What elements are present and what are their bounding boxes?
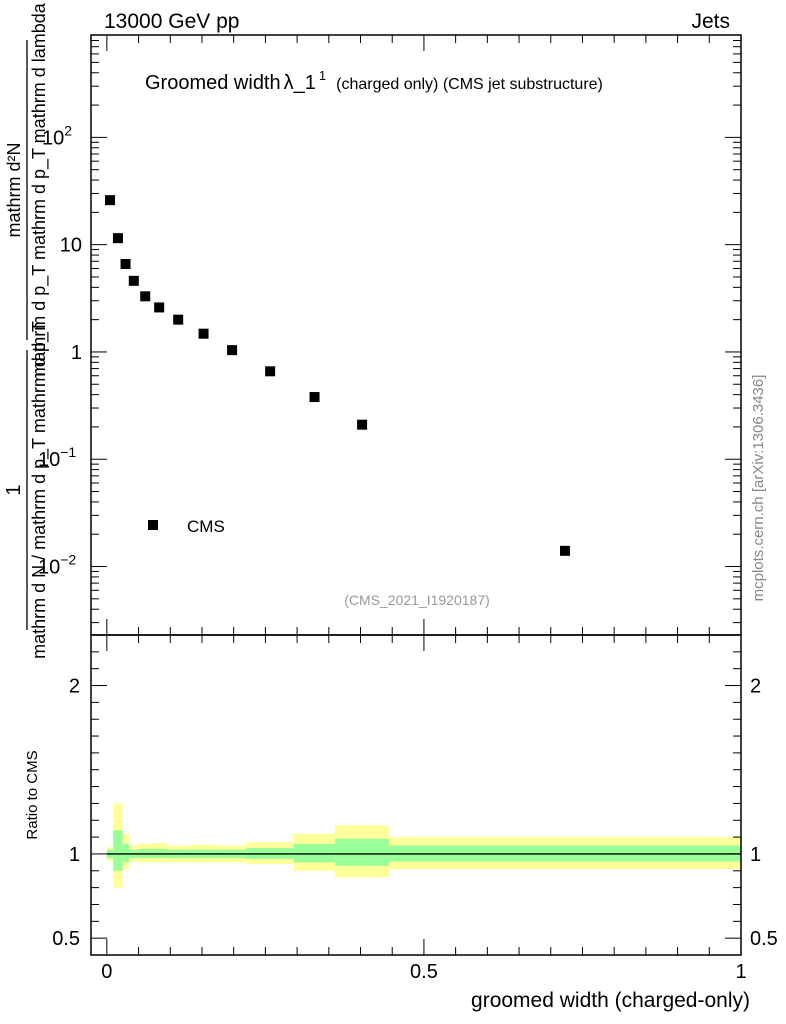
x-tick-label: 0.5 <box>410 961 438 983</box>
ratio-y-axis-label: Ratio to CMS <box>24 750 41 839</box>
tick-base: 10 <box>38 557 60 579</box>
legend: CMS <box>148 517 225 536</box>
plot-title-main: Groomed width <box>145 72 281 94</box>
data-point <box>105 195 116 206</box>
data-point <box>120 259 131 270</box>
ratio-y-tick-labels: 2 2 1 1 0.5 0.5 <box>52 676 778 951</box>
main-y-axis-label: 1 mathrm d N / mathrm d p_T mathrm d p_T… <box>3 2 50 659</box>
main-y-tick-label: 10−2 <box>38 552 76 579</box>
x-axis-label: groomed width (charged-only) <box>471 989 750 1012</box>
ratio-inner-band <box>113 830 123 871</box>
tick-exponent: −2 <box>60 552 76 568</box>
data-point <box>112 233 123 244</box>
side-watermark-label: mcplots.cern.ch [arXiv:1306.3436] <box>750 375 767 602</box>
data-point <box>154 302 165 313</box>
ratio-plot-panel: 2 21 10.5 0.5 0 0.5 1 Ratio to CMS groomed wi… <box>24 634 778 1012</box>
ratio-axis-ticks <box>91 635 742 955</box>
tick-exponent: 2 <box>64 122 72 138</box>
main-axis-ticks <box>91 34 742 635</box>
main-y-tick-label: 10 <box>60 235 82 257</box>
main-y-tick-label: 10−1 <box>38 444 76 471</box>
ratio-y-tick-label-left: 1 <box>69 844 80 866</box>
ratio-y-tick-label-left: 2 <box>69 676 80 698</box>
ratio-inner-band <box>293 843 336 863</box>
ylabel-prefix-denominator: mathrm d N / mathrm d p_T mathrm d p_T <box>29 321 50 659</box>
main-y-tick-label: 102 <box>42 122 72 149</box>
plot-title-symbol: λ_1 <box>284 72 316 94</box>
ratio-x-tick-labels: 0 0.5 1 <box>101 961 746 983</box>
plot-title: Groomed width λ_1 1 (charged only) (CMS jet… <box>145 68 603 94</box>
ratio-inner-band <box>335 838 390 866</box>
ylabel-prefix-numerator: 1 <box>3 484 25 495</box>
data-point <box>227 345 238 356</box>
ratio-y-tick-label-right: 2 <box>750 676 761 698</box>
data-points-cms <box>105 195 571 556</box>
data-point <box>265 366 276 377</box>
data-point <box>357 419 368 430</box>
legend-label-cms: CMS <box>187 517 225 536</box>
ratio-inner-band <box>122 843 130 863</box>
ratio-y-tick-label-left: 0.5 <box>52 928 80 950</box>
header-energy-label: 13000 GeV pp <box>104 10 239 33</box>
main-y-tick-label: 1 <box>71 342 82 364</box>
ratio-uncertainty-bands <box>106 803 741 888</box>
x-tick-label: 1 <box>735 961 746 983</box>
legend-marker-cms <box>148 520 158 530</box>
plot-title-sup: 1 <box>319 68 326 83</box>
ratio-y-tick-label-right: 0.5 <box>750 928 778 950</box>
data-point <box>560 545 571 556</box>
header-jets-label: Jets <box>691 10 730 33</box>
ylabel-denominator: mathrm d p_T mathrm d p_T mathrm d lambd… <box>29 2 50 376</box>
main-plot-frame <box>90 34 742 636</box>
tick-exponent: −1 <box>60 444 76 460</box>
plot-title-suffix: (charged only) (CMS jet substructure) <box>336 76 603 93</box>
ylabel-numerator: mathrm d²N <box>4 142 24 237</box>
data-point <box>309 392 320 403</box>
ratio-plot-frame <box>90 634 742 956</box>
tick-base: 10 <box>42 127 64 149</box>
data-point <box>198 328 209 339</box>
ratio-y-tick-label-right: 1 <box>750 844 761 866</box>
data-point <box>173 314 184 325</box>
x-tick-label: 0 <box>101 961 112 983</box>
analysis-id-label: (CMS_2021_I1920187) <box>344 592 490 608</box>
data-point <box>140 291 151 302</box>
tick-base: 10 <box>38 449 60 471</box>
data-point <box>128 275 139 286</box>
